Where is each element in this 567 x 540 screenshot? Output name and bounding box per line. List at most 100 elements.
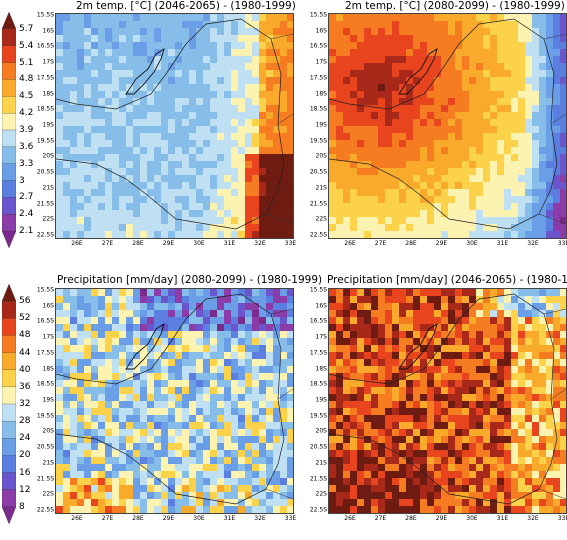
field-cell xyxy=(560,147,566,155)
field-cell xyxy=(147,457,155,465)
field-cell xyxy=(427,380,435,388)
field-cell xyxy=(497,154,505,162)
field-cell xyxy=(147,401,155,409)
field-cell xyxy=(280,443,288,451)
field-cell xyxy=(504,154,512,162)
field-cell xyxy=(56,119,64,127)
field-cell xyxy=(532,98,540,106)
field-cell xyxy=(357,324,365,332)
field-cell xyxy=(413,394,421,402)
field-cell xyxy=(462,168,470,176)
field-cell xyxy=(455,464,463,472)
field-cell xyxy=(441,70,449,78)
field-cell xyxy=(371,394,379,402)
field-cell xyxy=(273,317,281,325)
field-cell xyxy=(168,203,176,211)
field-cell xyxy=(336,210,344,218)
field-cell xyxy=(392,457,400,465)
field-cell xyxy=(70,112,78,120)
field-cell xyxy=(105,147,113,155)
field-cell xyxy=(98,303,106,311)
field-cell xyxy=(413,485,421,493)
neighbor-border xyxy=(538,308,566,500)
field-cell xyxy=(189,217,197,225)
field-cell xyxy=(210,303,218,311)
field-cell xyxy=(105,296,113,304)
field-cell xyxy=(350,140,358,148)
field-cell xyxy=(70,105,78,113)
field-cell xyxy=(385,147,393,155)
field-cell xyxy=(476,338,484,346)
map-temp-2080 xyxy=(328,13,567,239)
field-cell xyxy=(126,154,134,162)
field-cell xyxy=(546,105,554,113)
field-cell xyxy=(259,401,267,409)
field-cell xyxy=(238,42,246,50)
field-cell xyxy=(84,422,92,430)
field-cell xyxy=(98,182,106,190)
field-cell xyxy=(378,324,386,332)
field-cell xyxy=(273,196,281,204)
field-cell xyxy=(168,56,176,64)
field-cell xyxy=(511,450,519,458)
field-cell xyxy=(287,147,293,155)
field-cell xyxy=(441,56,449,64)
field-cell xyxy=(119,63,127,71)
field-cell xyxy=(336,478,344,486)
field-cell xyxy=(371,506,379,513)
field-cell xyxy=(483,387,491,395)
field-cell xyxy=(126,289,134,297)
field-cell xyxy=(196,338,204,346)
field-cell xyxy=(161,415,169,423)
field-cell xyxy=(560,506,566,513)
field-cell xyxy=(420,485,428,493)
field-cell xyxy=(343,147,351,155)
field-cell xyxy=(378,485,386,493)
field-cell xyxy=(385,296,393,304)
field-cell xyxy=(287,42,293,50)
field-cell xyxy=(406,112,414,120)
field-cell xyxy=(343,56,351,64)
field-cell xyxy=(77,210,85,218)
field-cell xyxy=(56,154,64,162)
field-cell xyxy=(182,182,190,190)
field-cell xyxy=(266,189,274,197)
field-cell xyxy=(105,408,113,416)
field-cell xyxy=(532,450,540,458)
field-cell xyxy=(518,366,526,374)
field-cell xyxy=(273,189,281,197)
field-cell xyxy=(448,429,456,437)
field-cell xyxy=(336,408,344,416)
field-cell xyxy=(448,492,456,500)
field-cell xyxy=(378,436,386,444)
field-cell xyxy=(84,359,92,367)
field-cell xyxy=(196,28,204,36)
field-cell xyxy=(161,35,169,43)
field-cell xyxy=(413,436,421,444)
field-cell xyxy=(56,42,64,50)
field-cell xyxy=(371,119,379,127)
field-cell xyxy=(140,317,148,325)
field-cell xyxy=(455,28,463,36)
field-cell xyxy=(175,168,183,176)
field-cell xyxy=(112,492,120,500)
field-cell xyxy=(91,317,99,325)
field-cell xyxy=(385,231,393,238)
field-cell xyxy=(406,296,414,304)
field-cell xyxy=(252,352,260,360)
field-cell xyxy=(280,140,288,148)
field-cell xyxy=(175,175,183,183)
field-cell xyxy=(168,394,176,402)
field-cell xyxy=(364,42,372,50)
field-cell xyxy=(189,133,197,141)
field-cell xyxy=(560,210,566,218)
field-cell xyxy=(420,317,428,325)
colorbar-swatch xyxy=(1,352,17,371)
field-cell xyxy=(434,436,442,444)
field-cell xyxy=(140,422,148,430)
field-cell xyxy=(140,224,148,232)
field-cell xyxy=(98,231,106,238)
field-cell xyxy=(287,168,293,176)
field-cell xyxy=(56,84,64,92)
field-cell xyxy=(196,175,204,183)
